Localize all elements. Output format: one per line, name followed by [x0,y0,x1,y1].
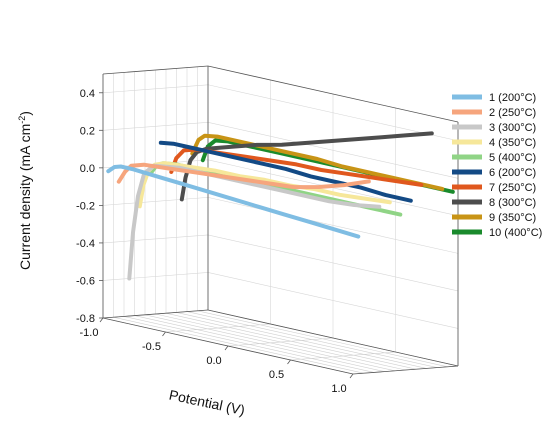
floor-gridline-z [186,311,438,368]
x-tick-label: 0.0 [206,355,221,367]
legend-label: 4 (350°C) [489,137,536,149]
y-axis-title-end: ) [17,111,33,116]
legend-label: 6 (200°C) [489,167,536,179]
y-tick-label: 0.0 [80,163,95,175]
legend-label: 1 (200°C) [489,92,536,104]
legend-label: 5 (400°C) [489,152,536,164]
legend-label: 2 (250°C) [489,107,536,119]
series-line-1 [106,164,361,239]
y-tick-label: -0.6 [76,275,95,287]
y-axis-title: Current density (mA cm-2) [17,111,33,270]
axis-box-edge [207,65,459,123]
series-line-6 [158,140,413,203]
x-tick [99,317,104,323]
y-tick-label: -0.4 [76,238,95,250]
x-tick-label: -1.0 [80,327,99,339]
y-axis-title-main: Current density (mA cm [17,124,33,270]
y-tick-labels: 0.4 0.2 0.0 -0.2 -0.4 -0.6 -0.8 [76,88,95,325]
legend-label: 9 (350°C) [489,212,536,224]
series-line-2 [116,162,371,190]
floor-gridline-z [113,316,364,374]
box-layer [99,65,459,379]
y-tick-label: -0.2 [76,200,95,212]
legend-label: 7 (250°C) [489,182,536,194]
floor-gridline-z [155,313,406,371]
axis-box-edge [102,65,209,75]
series-layer [106,131,455,281]
axis-box-edge [352,365,459,375]
floor-gridline-z [176,312,427,369]
y-tick-label: 0.2 [80,125,95,137]
x-tick [224,345,229,351]
y-axis-title-sup: -2 [17,116,27,124]
floor-gridline-z [144,314,396,372]
axis-box-edge [207,309,459,367]
x-tick [349,373,354,379]
x-tick-label: -0.5 [142,341,161,353]
series-line-7 [169,147,424,187]
grid-layer [102,66,459,375]
x-axis-title: Potential (V) [168,386,247,418]
legend-label: 8 (300°C) [489,197,536,209]
axis-box-edge [102,309,209,319]
y-gridline [102,197,459,254]
x-tick [162,331,166,337]
floor-gridline-z [165,312,417,370]
floor-gridline-z [134,315,385,372]
y-tick-label: 0.4 [80,88,95,100]
y-gridline [102,84,459,142]
x-tick-labels: -1.0 -0.5 0.0 0.5 1.0 [80,327,347,395]
y-gridline [102,234,459,292]
y-tick-label: -0.8 [76,313,95,325]
series-line-9 [190,133,445,191]
x-tick [287,359,291,365]
y-gridline [102,272,459,329]
legend: 1 (200°C) 2 (250°C) 3 (300°C) 4 (350°C) 5 (4… [452,92,542,239]
x-tick-label: 1.0 [331,383,346,395]
series-line-8 [179,131,434,202]
floor-gridline-z [197,310,448,368]
legend-label: 10 (400°C) [489,227,542,239]
x-tick-label: 0.5 [269,369,284,381]
floor-gridline-z [123,316,375,373]
legend-label: 3 (300°C) [489,122,536,134]
